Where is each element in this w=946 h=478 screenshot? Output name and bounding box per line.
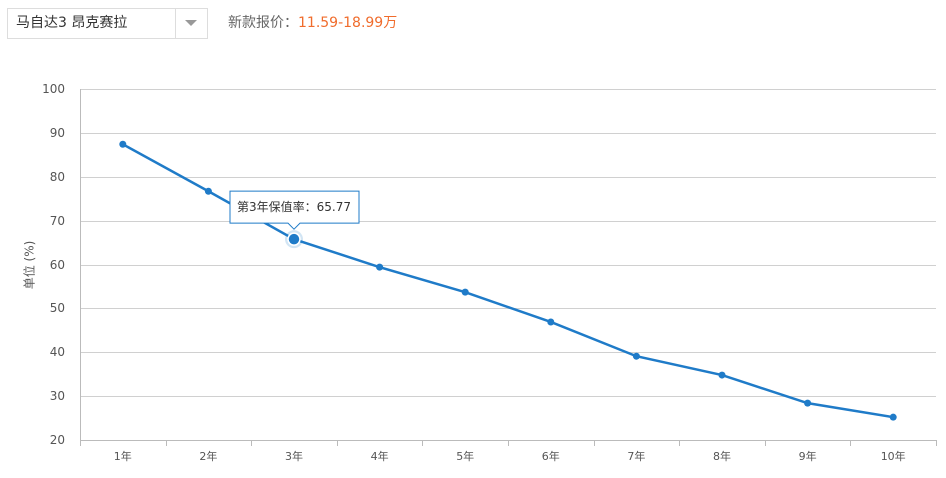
- select-arrow[interactable]: [185, 20, 197, 26]
- point: [119, 140, 127, 148]
- y-tick-label: 50: [50, 301, 65, 315]
- point: [718, 371, 726, 379]
- y-tick-label: 40: [50, 345, 65, 359]
- y-tick-label: 90: [50, 126, 65, 140]
- x-tick-label: 3年: [285, 449, 303, 463]
- x-tick-label: 4年: [371, 449, 389, 463]
- select-text[interactable]: 马自达3 昂克赛拉: [16, 15, 127, 31]
- tooltip-box: [229, 190, 360, 230]
- tooltip-text: 第3年保值率：65.77: [237, 199, 351, 214]
- price-value: 11.59-18.99万: [298, 15, 397, 31]
- price-label: 新款报价：11.59-18.99万: [228, 15, 397, 31]
- y-tick-label: 60: [50, 258, 65, 272]
- tooltip-value: 65.77: [317, 200, 351, 214]
- point: [376, 263, 384, 271]
- x-tick-label: 7年: [627, 449, 645, 463]
- tooltip: 第3年保值率：65.77: [229, 190, 360, 230]
- point-highlighted: [287, 232, 301, 246]
- x-tick-label: 2年: [199, 449, 217, 463]
- tooltip-prefix: 第3年保值率：: [237, 199, 317, 214]
- point: [547, 318, 555, 326]
- y-tick-label: 70: [50, 214, 65, 228]
- y-tick-label: 20: [50, 433, 65, 447]
- point: [632, 352, 640, 360]
- y-tick-label: 100: [42, 82, 65, 96]
- x-tick-label: 8年: [713, 449, 731, 463]
- line: [122, 143, 894, 419]
- point: [204, 187, 212, 195]
- x-tick-label: 5年: [456, 449, 474, 463]
- price-label-text: 新款报价：: [228, 15, 298, 31]
- car-select[interactable]: 马自达3 昂克赛拉: [7, 8, 208, 39]
- point: [889, 413, 897, 421]
- x-tick-label: 6年: [542, 449, 560, 463]
- x-tick-label: 9年: [799, 449, 817, 463]
- y-tick-label: 80: [50, 170, 65, 184]
- y-axis-label: 单位 (%): [22, 241, 37, 290]
- point: [804, 399, 812, 407]
- y-tick-label: 30: [50, 389, 65, 403]
- point: [461, 288, 469, 296]
- x-tick-label: 1年: [114, 449, 132, 463]
- x-tick-label: 10年: [881, 449, 906, 463]
- select-box[interactable]: [7, 8, 208, 39]
